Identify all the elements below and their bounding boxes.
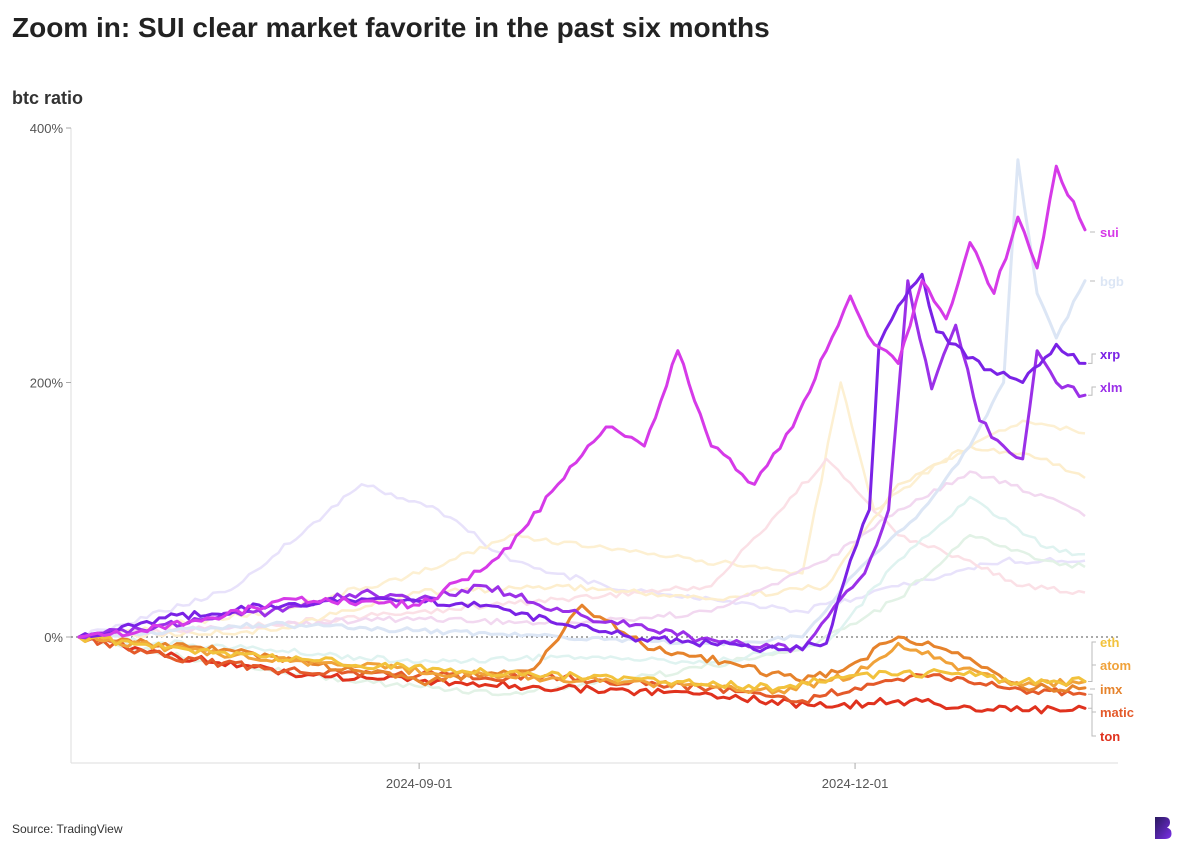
series-label-ton: ton [1100,729,1120,744]
x-tick-label: 2024-12-01 [822,776,889,791]
y-tick-label: 0% [44,630,63,645]
series-label-xrp: xrp [1100,347,1120,362]
brand-logo-icon [1155,817,1172,839]
y-tick-label: 200% [30,376,64,391]
series-line-sui [77,164,1087,639]
series-label-matic: matic [1100,705,1134,720]
x-tick-label: 2024-09-01 [386,776,453,791]
series-label-atom: atom [1100,658,1131,673]
series-labels: sui bgb xrp xlm eth atom imx matic ton [1088,225,1134,744]
y-tick-label: 400% [30,121,64,136]
series-line-bgb [77,158,1087,647]
chart-title: Zoom in: SUI clear market favorite in th… [12,12,770,43]
y-axis-label: btc ratio [12,88,84,108]
series-line-ton [77,635,1087,715]
chart-axes: 0% 200% 400% 2024-09-01 2024-12-01 [30,121,1118,791]
background-series-line [78,457,1086,640]
background-series [78,381,1086,697]
series-line-atom [77,633,1087,695]
series-label-sui: sui [1100,225,1119,240]
label-leader [1088,707,1096,737]
source-note: Source: TradingView [12,822,123,836]
highlighted-series [77,158,1087,715]
series-line-eth [77,634,1087,693]
label-leader [1088,386,1096,396]
background-series-line [78,495,1086,665]
series-label-eth: eth [1100,635,1120,650]
series-line-imx [77,603,1087,693]
series-label-imx: imx [1100,682,1123,697]
label-leader [1088,664,1096,682]
label-leader [1088,353,1096,364]
background-series-line [78,444,1086,641]
series-label-xlm: xlm [1100,380,1122,395]
label-leader [1088,693,1096,713]
series-label-bgb: bgb [1100,274,1124,289]
background-series-line [78,381,1086,640]
